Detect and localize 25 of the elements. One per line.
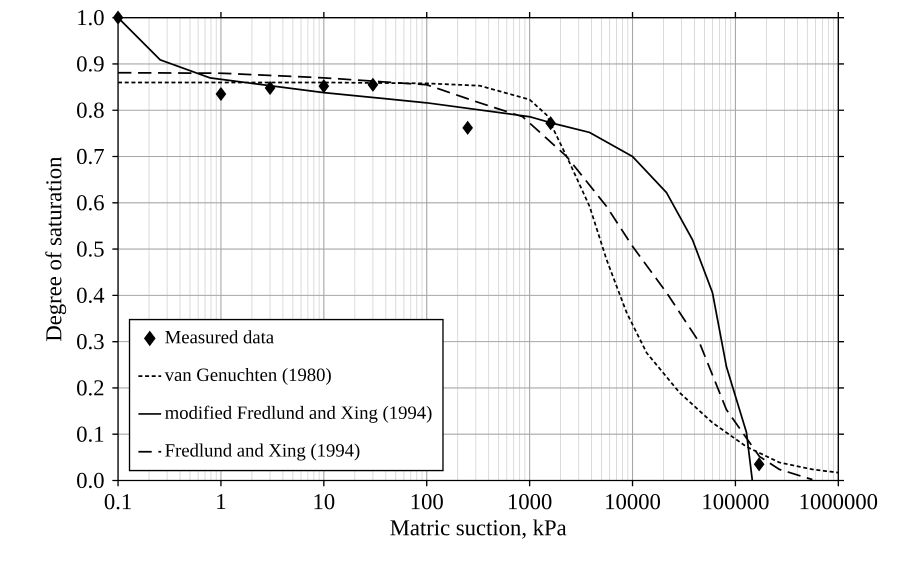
x-tick-label: 100000 — [703, 494, 769, 510]
y-tick-label: 0.0 — [77, 473, 104, 488]
y-tick-label: 0.8 — [77, 102, 104, 118]
y-tick-label: 1.0 — [78, 10, 104, 26]
x-tick-label: 100 — [412, 494, 443, 510]
legend-label: Measured data — [165, 330, 274, 344]
y-tick-label: 0.9 — [77, 56, 104, 72]
y-tick-label: 0.7 — [77, 149, 104, 164]
x-axis-title: Matric suction, kPa — [390, 520, 566, 539]
x-tick-label: 10 — [314, 494, 334, 510]
legend-label: van Genuchten (1980) — [164, 368, 331, 386]
y-tick-label: 0.6 — [77, 195, 104, 211]
x-tick-label: 1000 — [508, 494, 552, 510]
y-tick-label: 0.4 — [77, 288, 104, 304]
y-tick-label: 0.1 — [77, 426, 104, 442]
x-tick-label: 0.1 — [104, 494, 131, 510]
x-tick-label: 10000 — [606, 494, 660, 510]
legend-label: Fredlund and Xing (1994) — [165, 444, 360, 461]
y-tick-label: 0.2 — [77, 380, 104, 396]
y-axis-title: Degree of saturation — [45, 157, 66, 342]
x-tick-label: 1 — [217, 494, 226, 510]
legend-label: modified Fredlund and Xing (1994) — [165, 406, 432, 424]
x-tick-label: 1000000 — [800, 494, 878, 510]
y-tick-label: 0.5 — [77, 242, 104, 258]
y-tick-label: 0.3 — [77, 334, 104, 350]
